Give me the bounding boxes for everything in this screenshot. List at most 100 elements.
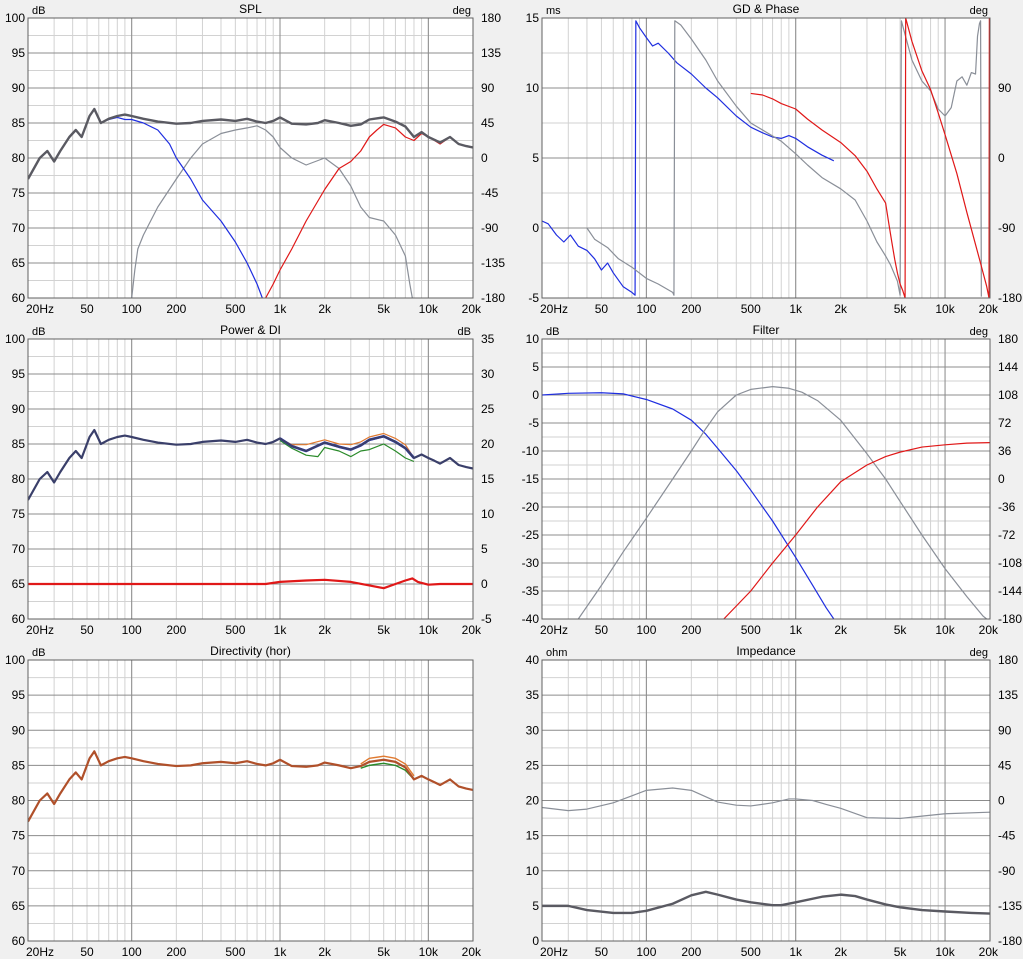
x-tick-label: 20k xyxy=(979,302,999,316)
y-tick-label: 40 xyxy=(526,653,540,667)
y-tick-label: 90 xyxy=(12,402,26,416)
y2-tick-label: 108 xyxy=(998,388,1018,402)
plot-frame xyxy=(27,659,474,942)
x-tick-label: 2k xyxy=(834,623,848,637)
x-tick-label: 10k xyxy=(935,623,955,637)
y-tick-label: 60 xyxy=(12,934,26,948)
y-tick-label: 75 xyxy=(12,507,26,521)
right-unit-label: dB xyxy=(458,326,471,338)
x-tick-label: 10k xyxy=(935,945,955,959)
x-tick-label: 500 xyxy=(225,945,245,959)
y2-tick-label: 5 xyxy=(481,542,488,556)
y2-tick-label: 0 xyxy=(481,151,488,165)
series-left-brown-2 xyxy=(28,750,473,823)
series-left-green-1 xyxy=(279,439,415,463)
x-tick-label: 20Hz xyxy=(26,945,54,959)
y-tick-label: 60 xyxy=(12,612,26,626)
y-tick-label: 15 xyxy=(526,829,540,843)
series-left-dark-0 xyxy=(542,890,990,915)
y2-tick-label: 90 xyxy=(481,81,495,95)
x-tick-label: 500 xyxy=(741,623,761,637)
series-right-red-0 xyxy=(28,577,473,590)
x-tick-label: 200 xyxy=(681,945,701,959)
x-tick-label: 10k xyxy=(419,945,439,959)
x-tick-label: 100 xyxy=(636,623,656,637)
plot-frame xyxy=(541,338,991,620)
plot-frame xyxy=(541,17,991,299)
grid xyxy=(541,338,991,620)
y-tick-label: 10 xyxy=(526,81,540,95)
y-tick-label: 100 xyxy=(5,11,25,25)
right-unit-label: deg xyxy=(970,326,988,338)
y2-tick-label: 135 xyxy=(481,46,501,60)
y-tick-label: -5 xyxy=(528,291,539,305)
x-tick-label: 500 xyxy=(225,623,245,637)
y2-tick-label: 10 xyxy=(481,507,495,521)
grid xyxy=(541,659,991,942)
x-tick-label: 1k xyxy=(789,945,803,959)
x-tick-label: 100 xyxy=(636,302,656,316)
x-tick-label: 50 xyxy=(595,302,609,316)
x-tick-label: 10k xyxy=(935,302,955,316)
series-left-dark-3 xyxy=(28,107,473,180)
x-tick-label: 500 xyxy=(225,302,245,316)
x-tick-label: 500 xyxy=(741,302,761,316)
series-left-blue-0 xyxy=(542,20,835,296)
y2-tick-label: 180 xyxy=(998,332,1018,346)
left-unit-label: ohm xyxy=(546,647,567,659)
chart-title: Filter xyxy=(753,323,780,337)
right-unit-label: deg xyxy=(970,5,988,17)
y-tick-label: 65 xyxy=(12,256,26,270)
y-tick-label: -5 xyxy=(528,416,539,430)
x-tick-label: 20k xyxy=(979,623,999,637)
y-tick-label: 5 xyxy=(532,360,539,374)
y-tick-label: 90 xyxy=(12,81,26,95)
y2-tick-label: -180 xyxy=(481,291,505,305)
y2-tick-label: -180 xyxy=(998,934,1022,948)
x-tick-label: 1k xyxy=(274,302,288,316)
x-tick-label: 1k xyxy=(274,945,288,959)
y-tick-label: 75 xyxy=(12,186,26,200)
x-tick-label: 5k xyxy=(377,623,391,637)
y2-tick-label: -90 xyxy=(481,221,499,235)
y-tick-label: 80 xyxy=(12,151,26,165)
y2-tick-label: 0 xyxy=(998,151,1005,165)
y-tick-label: 100 xyxy=(5,332,25,346)
filter-chart: -40 -35 -30 -25 -20 -15 -10 -5 0 5 10 -180 -144 -108 -… xyxy=(522,323,1023,637)
y2-tick-label: 180 xyxy=(481,11,501,25)
plot-frame xyxy=(27,338,474,620)
chart-title: SPL xyxy=(239,2,262,16)
x-tick-label: 20Hz xyxy=(540,623,568,637)
chart-title: Impedance xyxy=(736,644,796,658)
left-unit-label: dB xyxy=(32,647,45,659)
y-tick-label: 95 xyxy=(12,367,26,381)
series-right-gray-0 xyxy=(542,787,990,820)
y2-tick-label: 135 xyxy=(998,688,1018,702)
y-tick-label: 5 xyxy=(532,899,539,913)
spl-chart: 60 65 70 75 80 85 90 95 100 -180 -135 -90 -45 0 45 90 13… xyxy=(5,2,505,316)
y2-tick-label: -5 xyxy=(481,612,492,626)
y2-tick-label: -135 xyxy=(481,256,505,270)
y2-tick-label: -144 xyxy=(998,584,1022,598)
y2-tick-label: -45 xyxy=(481,186,499,200)
y-tick-label: 15 xyxy=(526,11,540,25)
y-tick-label: 95 xyxy=(12,688,26,702)
y2-tick-label: 20 xyxy=(481,437,495,451)
y-tick-label: 25 xyxy=(526,758,540,772)
y-tick-label: 5 xyxy=(532,151,539,165)
plot-frame xyxy=(27,17,474,299)
series-left-red-2 xyxy=(723,442,990,619)
y-tick-label: 85 xyxy=(12,116,26,130)
right-unit-label: deg xyxy=(970,647,988,659)
y-tick-label: 0 xyxy=(532,221,539,235)
x-tick-label: 200 xyxy=(166,945,186,959)
y-tick-label: 0 xyxy=(532,388,539,402)
x-tick-label: 50 xyxy=(80,302,94,316)
y2-tick-label: 25 xyxy=(481,402,495,416)
x-tick-label: 5k xyxy=(894,945,908,959)
chart-title: Power & DI xyxy=(220,323,281,337)
y2-tick-label: 144 xyxy=(998,360,1018,374)
x-tick-label: 20Hz xyxy=(540,302,568,316)
y-tick-label: 10 xyxy=(526,332,540,346)
